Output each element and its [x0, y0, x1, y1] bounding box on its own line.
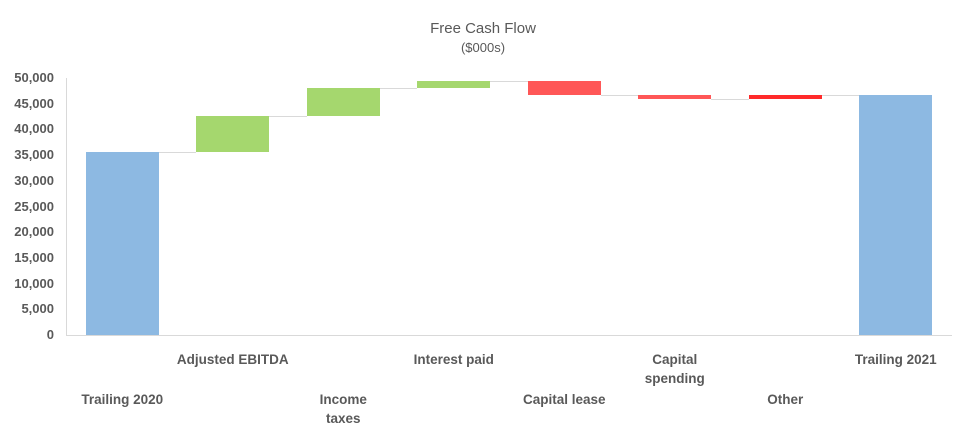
x-tick-label: Capital lease: [522, 392, 606, 407]
x-axis-line: [66, 335, 952, 336]
y-tick-label: 40,000: [14, 121, 54, 137]
connector-line: [600, 94, 639, 96]
chart-title: Free Cash Flow: [430, 20, 536, 37]
x-tick-label: Adjusted EBITDA: [176, 352, 289, 367]
bar-adjusted-ebitda: [196, 116, 270, 152]
connector-line: [158, 152, 197, 154]
y-tick-label: 20,000: [14, 224, 54, 240]
y-tick-label: 25,000: [14, 198, 54, 214]
y-tick-label: 45,000: [14, 95, 54, 111]
x-tick-label: Capital spending: [644, 352, 705, 386]
y-tick-label: 10,000: [14, 275, 54, 291]
y-tick-label: 15,000: [14, 249, 54, 265]
bar-income-taxes: [306, 88, 380, 117]
y-tick-label: 0: [46, 327, 54, 342]
y-axis-line: [66, 78, 67, 336]
x-tick-label: Other: [767, 392, 804, 407]
bar-other: [748, 95, 822, 100]
x-tick-label: Interest paid: [413, 352, 494, 367]
connector-line: [821, 95, 860, 97]
bar-interest-paid: [417, 81, 491, 89]
connector-line: [379, 88, 418, 90]
y-tick-label: 50,000: [14, 70, 54, 85]
bar-trailing-2021: [859, 95, 933, 335]
connector-line: [490, 81, 528, 83]
y-tick-label: 30,000: [14, 172, 54, 188]
chart-subtitle: ($000s): [460, 40, 506, 55]
bar-capital-spending: [638, 94, 712, 100]
x-tick-label: Trailing 2020: [81, 392, 164, 407]
y-tick-label: 35,000: [14, 147, 54, 163]
bar-capital-lease: [527, 81, 601, 95]
bar-trailing-2020: [85, 152, 159, 335]
y-tick-label: 5,000: [21, 301, 54, 317]
x-tick-label: Income taxes: [319, 392, 367, 426]
connector-line: [269, 116, 307, 118]
connector-line: [711, 99, 749, 101]
x-tick-label: Trailing 2021: [854, 352, 937, 367]
